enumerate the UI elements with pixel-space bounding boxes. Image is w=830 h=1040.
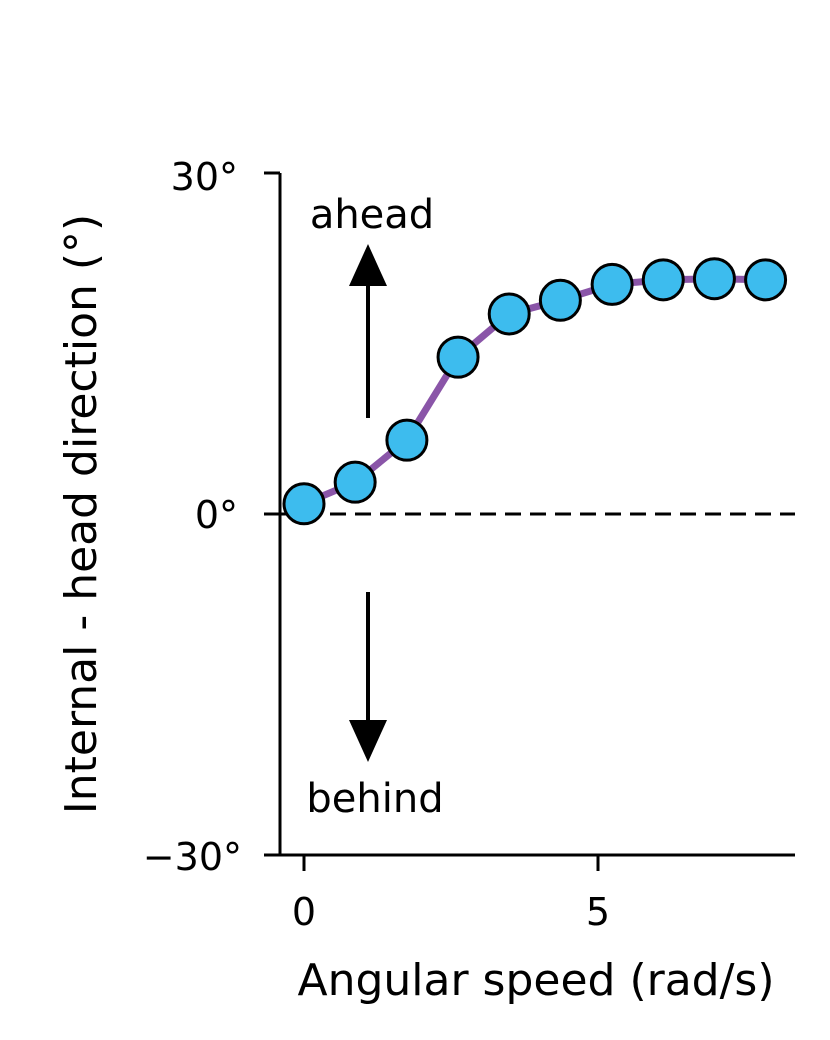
series-line	[300, 275, 770, 508]
data-point	[538, 278, 582, 322]
data-point	[282, 482, 326, 526]
tick-labels: 30° 0° −30° 0 5	[143, 155, 610, 934]
annotation-behind: behind	[306, 776, 443, 822]
data-point	[436, 335, 480, 379]
annotations: ahead behind	[306, 192, 443, 822]
arrow-up-head	[349, 244, 387, 286]
data-point	[744, 258, 788, 302]
data-series	[282, 257, 788, 526]
annotation-ahead: ahead	[310, 192, 434, 238]
x-axis-title: Angular speed (rad/s)	[297, 955, 774, 1006]
data-point	[385, 418, 429, 462]
axis-titles: Angular speed (rad/s) Internal - head di…	[56, 214, 775, 1006]
data-point	[590, 262, 634, 306]
x-tick-label-five: 5	[586, 890, 610, 934]
data-point	[692, 257, 736, 301]
data-point	[487, 292, 531, 336]
x-tick-label-zero: 0	[292, 890, 316, 934]
data-point	[641, 258, 685, 302]
y-tick-label-top: 30°	[171, 155, 238, 199]
y-tick-label-bottom: −30°	[143, 835, 242, 879]
data-point	[333, 460, 377, 504]
y-tick-label-zero: 0°	[195, 493, 238, 537]
arrow-down-head	[349, 720, 387, 762]
axes	[264, 171, 795, 871]
y-axis-title: Internal - head direction (°)	[56, 214, 107, 814]
